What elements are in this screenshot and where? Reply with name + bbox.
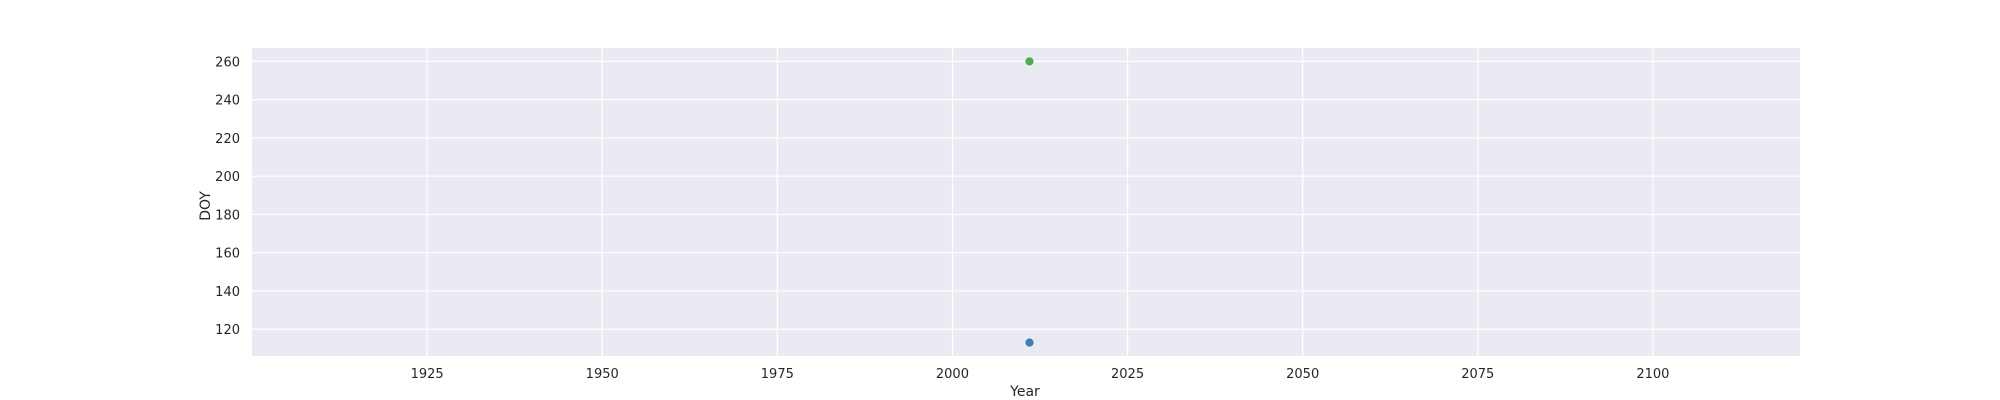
y-tick-label: 160 bbox=[215, 247, 240, 262]
point-end bbox=[1024, 56, 1035, 67]
x-tick-label: 2050 bbox=[1286, 367, 1319, 382]
y-tick-labels: 120 140 160 180 200 220 240 260 bbox=[215, 55, 240, 338]
x-tick-labels: 1925 1950 1975 2000 2025 2050 2075 2100 bbox=[411, 367, 1670, 382]
y-tick-label: 240 bbox=[215, 94, 240, 109]
x-tick-label: 2100 bbox=[1636, 367, 1669, 382]
data-points bbox=[1024, 56, 1035, 348]
x-tick-label: 1925 bbox=[411, 367, 444, 382]
y-tick-label: 220 bbox=[215, 132, 240, 147]
x-tick-label: 2000 bbox=[936, 367, 969, 382]
y-tick-label: 180 bbox=[215, 208, 240, 223]
gridlines bbox=[252, 48, 1800, 356]
y-tick-label: 120 bbox=[215, 323, 240, 338]
y-axis-label: DOY bbox=[198, 191, 214, 221]
x-tick-label: 2025 bbox=[1111, 367, 1144, 382]
x-tick-label: 1950 bbox=[586, 367, 619, 382]
x-axis-label: Year bbox=[1009, 384, 1040, 400]
y-tick-label: 260 bbox=[215, 55, 240, 70]
y-tick-label: 140 bbox=[215, 285, 240, 300]
x-tick-label: 1975 bbox=[761, 367, 794, 382]
y-tick-label: 200 bbox=[215, 170, 240, 185]
point-start bbox=[1024, 337, 1035, 348]
plot-background bbox=[252, 48, 1800, 356]
x-tick-label: 2075 bbox=[1461, 367, 1494, 382]
